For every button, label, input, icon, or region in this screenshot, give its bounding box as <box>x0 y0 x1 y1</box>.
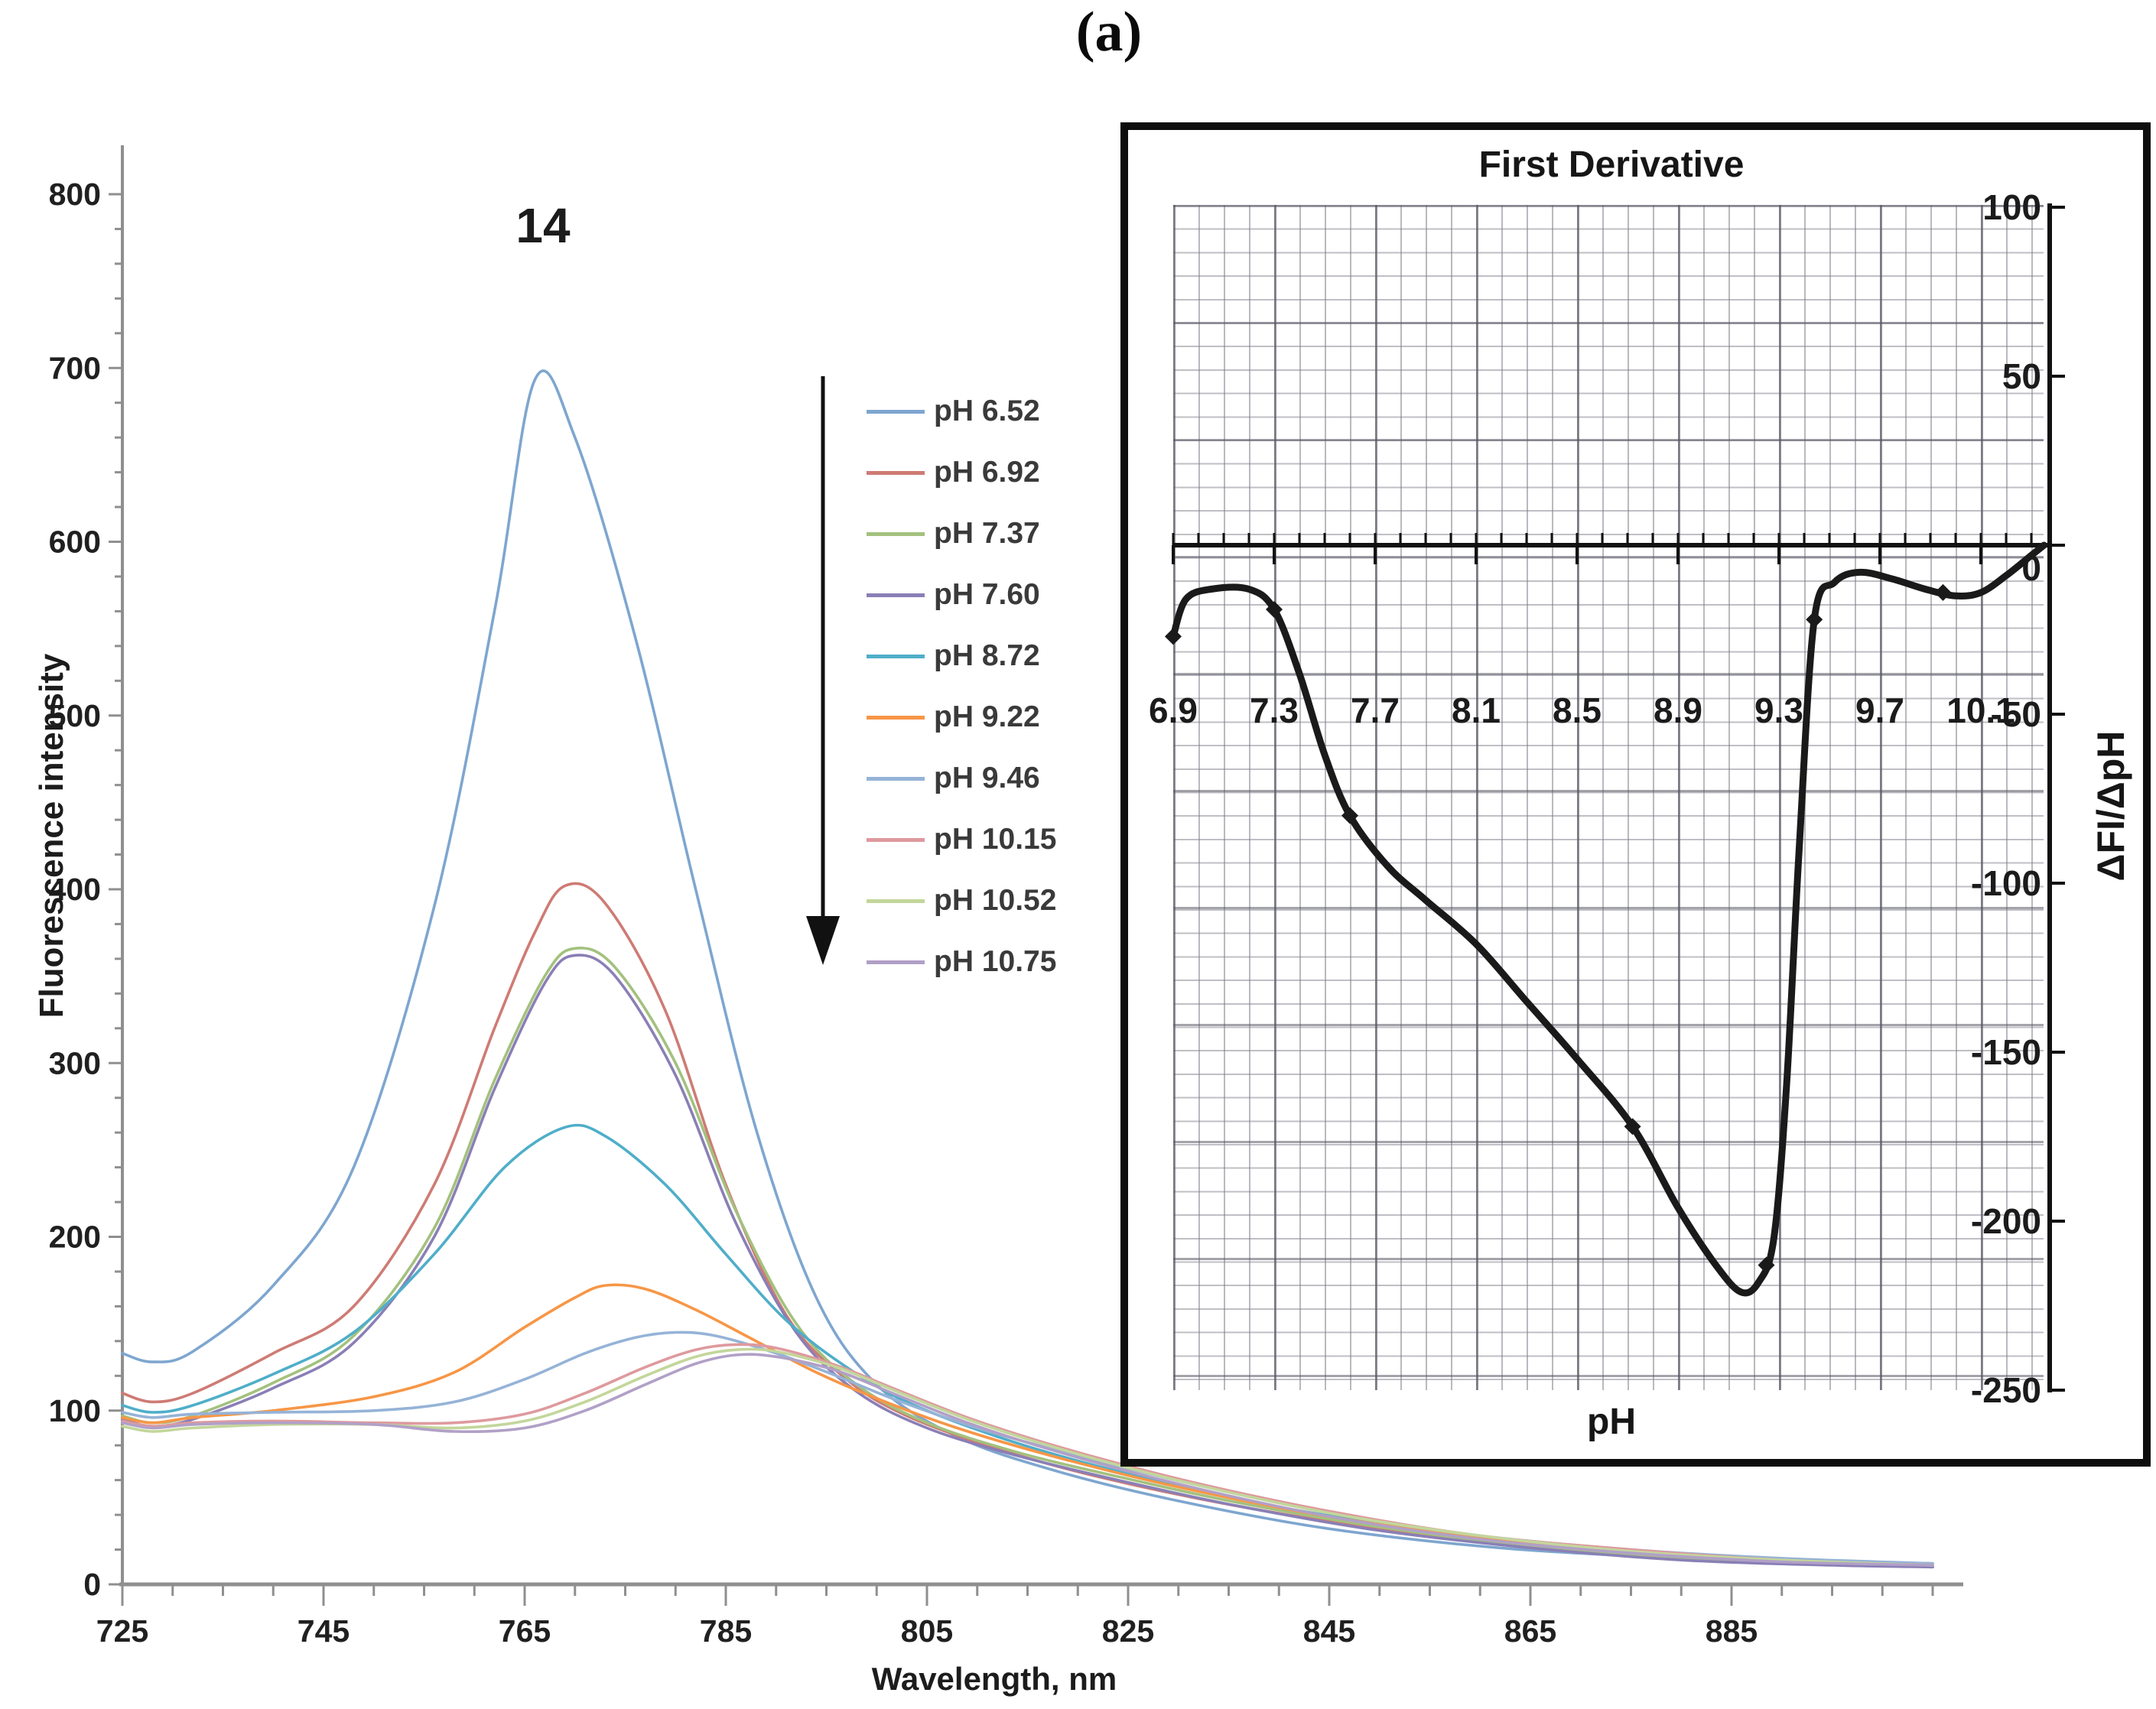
x-tick-label: 745 <box>298 1613 350 1649</box>
legend-swatch <box>867 654 925 658</box>
inset-x-tick-label: 6.9 <box>1149 690 1198 730</box>
inset-x-tick-label: 10.1 <box>1946 690 2015 730</box>
legend-swatch <box>867 776 925 781</box>
legend-label: pH 9.22 <box>934 700 1040 733</box>
derivative-marker <box>1624 1118 1641 1136</box>
inset-title: First Derivative <box>1478 145 1745 185</box>
legend-item: pH 10.15 <box>867 809 1056 870</box>
x-tick-label: 805 <box>901 1613 953 1649</box>
x-tick-label: 845 <box>1303 1613 1355 1649</box>
legend-swatch <box>867 409 925 414</box>
y-tick-label: 600 <box>49 525 101 560</box>
x-tick-label: 825 <box>1102 1613 1154 1649</box>
inset-y-tick-label: -50 <box>1991 694 2041 734</box>
legend-item: pH 8.72 <box>867 625 1056 687</box>
y-tick-label: 800 <box>49 177 101 212</box>
legend-swatch <box>867 715 925 720</box>
legend-item: pH 9.22 <box>867 687 1056 748</box>
legend-item: pH 7.60 <box>867 564 1056 625</box>
legend-label: pH 8.72 <box>934 639 1040 672</box>
derivative-marker <box>1758 1256 1775 1274</box>
legend-label: pH 10.52 <box>934 884 1057 917</box>
inset-grid <box>1173 205 2044 1390</box>
x-tick-label: 725 <box>96 1613 148 1649</box>
inset-x-tick-label: 8.9 <box>1654 690 1702 730</box>
legend-label: pH 10.15 <box>934 823 1057 856</box>
inset-x-axis-title: pH <box>1587 1402 1636 1442</box>
legend-label: pH 7.60 <box>934 578 1040 611</box>
panel-label: (a) <box>1075 1 1143 63</box>
inset-y-axis-title: ΔFI/ΔpH <box>2089 730 2132 882</box>
series-group-label: 14 <box>515 198 571 253</box>
y-tick-label: 100 <box>49 1393 101 1428</box>
derivative-marker <box>1341 807 1358 824</box>
inset-x-tick-label: 7.7 <box>1351 690 1400 730</box>
spectrum-curve-pH-7-60 <box>121 954 1934 1569</box>
y-tick-label: 200 <box>49 1220 101 1255</box>
legend-swatch <box>867 470 925 475</box>
legend-item: pH 6.92 <box>867 442 1056 503</box>
legend-swatch <box>867 531 925 536</box>
inset-y-tick-label: -250 <box>1971 1370 2041 1410</box>
legend-item: pH 10.75 <box>867 931 1056 993</box>
x-tick-label: 885 <box>1706 1613 1758 1649</box>
legend-item: pH 6.52 <box>867 381 1056 442</box>
inset-y-tick-label: -150 <box>1971 1032 2041 1072</box>
legend-swatch <box>867 837 925 842</box>
inset-canvas: 6.9 7.3 7.7 8.1 8.5 8.9 9.3 9.7 10.1100500-50-10… <box>1149 187 2065 1410</box>
inset-y-tick-label: 50 <box>2002 356 2041 396</box>
x-tick-label: 765 <box>499 1613 551 1649</box>
y-tick-label: 0 <box>83 1567 101 1602</box>
legend-swatch <box>867 960 925 964</box>
legend-label: pH 7.37 <box>934 517 1040 550</box>
legend-label: pH 9.46 <box>934 762 1040 794</box>
y-tick-label: 500 <box>49 698 101 733</box>
legend-swatch <box>867 898 925 903</box>
derivative-marker <box>1266 600 1283 618</box>
legend-swatch <box>867 593 925 597</box>
y-tick-label: 700 <box>49 350 101 385</box>
inset-x-tick-label: 7.3 <box>1250 690 1299 730</box>
inset-x-tick-label: 8.5 <box>1553 690 1602 730</box>
first-derivative-curve <box>1169 541 2047 1297</box>
derivative-marker <box>1934 583 1952 601</box>
x-tick-label: 785 <box>700 1613 752 1649</box>
legend-item: pH 10.52 <box>867 870 1056 931</box>
legend-item: pH 7.37 <box>867 503 1056 564</box>
spectrum-curve-pH-10-75 <box>121 1353 1934 1567</box>
inset-chart: First Derivative 6.9 7.3 7.7 8.1 8.5 8.9 9.3 9.… <box>1120 122 2151 1467</box>
y-tick-label: 400 <box>49 872 101 907</box>
spectrum-curve-pH-7-37 <box>121 947 1934 1569</box>
y-tick-label: 300 <box>49 1045 101 1080</box>
inset-x-tick-label: 9.3 <box>1754 690 1803 730</box>
derivative-marker <box>1165 628 1182 645</box>
spectrum-curve-pH-6-52 <box>121 369 1934 1567</box>
inset-x-tick-label: 8.1 <box>1452 690 1501 730</box>
legend-label: pH 6.92 <box>934 456 1040 489</box>
inset-y-tick-label: 100 <box>1982 187 2041 227</box>
x-tick-label: 865 <box>1504 1613 1556 1649</box>
inset-y-tick-label: -100 <box>1971 863 2041 903</box>
legend-item: pH 9.46 <box>867 748 1056 809</box>
legend-label: pH 6.52 <box>934 395 1040 427</box>
legend-label: pH 10.75 <box>934 945 1057 978</box>
legend: pH 6.52 pH 6.92 pH 7.37 pH 7.60 pH 8.72 pH 9.… <box>867 381 1056 993</box>
x-axis-title: Wavelength, nm <box>871 1661 1117 1697</box>
inset-x-tick-label: 9.7 <box>1855 690 1904 730</box>
derivative-marker <box>1806 611 1823 629</box>
inset-y-tick-label: -200 <box>1971 1201 2041 1241</box>
